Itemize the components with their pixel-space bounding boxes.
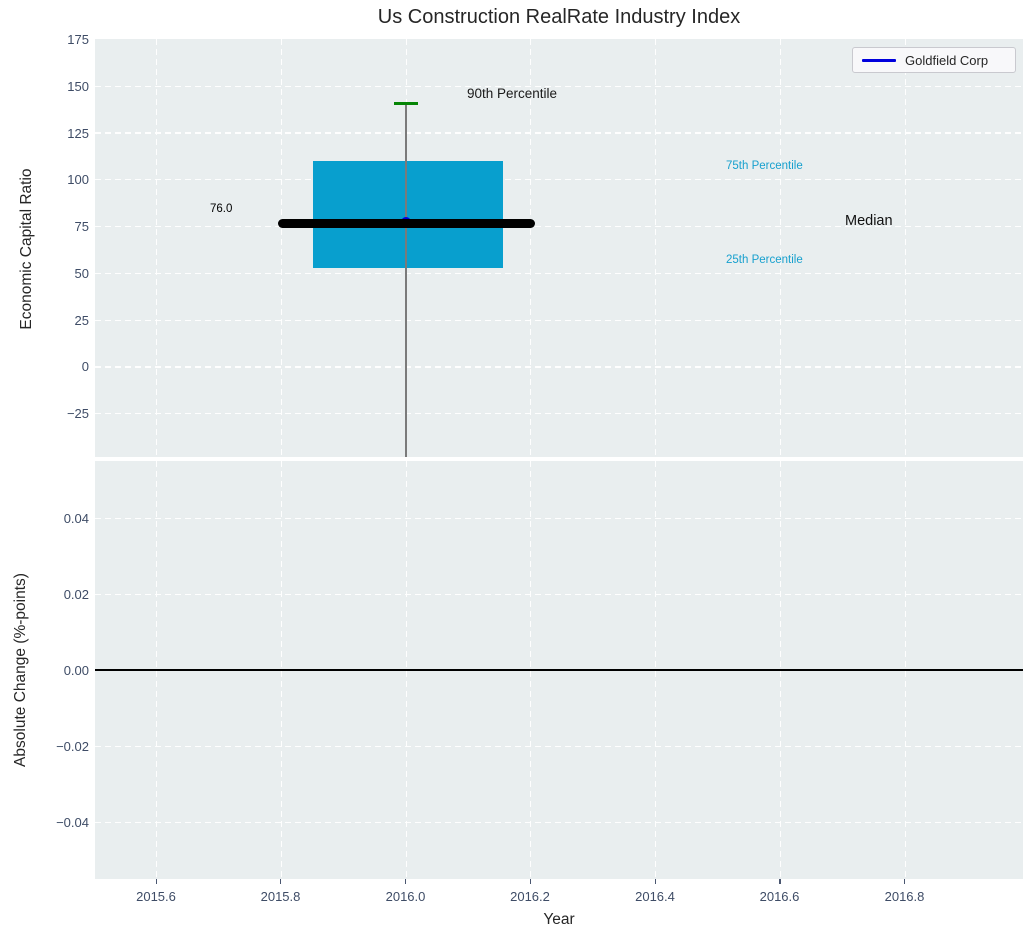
ytick-label: 150: [67, 78, 89, 94]
xtick-label: 2015.8: [260, 889, 301, 904]
p90-annotation: 90th Percentile: [467, 86, 558, 101]
ytick-label: 0.00: [63, 662, 89, 678]
ytick-label: 175: [67, 32, 89, 47]
ytick-label: −0.04: [56, 814, 89, 830]
legend[interactable]: Goldfield Corp: [852, 47, 1016, 73]
xtick-mark: [654, 879, 656, 884]
gridline: [95, 366, 1023, 368]
whisker-line: [405, 103, 407, 457]
zero-reference-line: [95, 668, 1023, 671]
xtick-label: 2015.6: [136, 889, 176, 904]
xtick-label: 2016.2: [510, 889, 550, 904]
ytick-label: 125: [67, 125, 89, 141]
xtick-mark: [405, 879, 407, 884]
xtick-label: 2016.6: [759, 889, 800, 904]
ytick-label: 0: [81, 359, 89, 374]
chart-title: Us Construction RealRate Industry Index: [377, 6, 741, 28]
top-y-axis-label: Economic Capital Ratio: [18, 168, 35, 330]
gridline: [95, 517, 1023, 519]
gridline: [95, 413, 1023, 415]
xtick-mark: [280, 879, 282, 884]
legend-label: Goldfield Corp: [905, 52, 989, 68]
ytick-label: 100: [67, 172, 89, 187]
gridline: [156, 39, 158, 457]
top-subplot: [95, 39, 1023, 457]
legend-line-sample: [862, 58, 896, 62]
ytick-label: 0.02: [63, 586, 89, 602]
gridline: [530, 39, 532, 457]
interquartile-box: [313, 161, 503, 268]
gridline: [95, 821, 1023, 823]
xtick-mark: [779, 879, 781, 884]
bottom-subplot: [95, 461, 1023, 879]
xtick-mark: [904, 879, 906, 884]
median-value-annotation: 76.0: [210, 203, 233, 215]
ytick-label: −0.02: [56, 738, 89, 754]
90th-percentile-cap: [394, 102, 418, 106]
ytick-label: 75: [74, 219, 89, 234]
gridline: [95, 319, 1023, 321]
bottom-y-axis-label: Absolute Change (%-points): [12, 573, 29, 767]
p75-annotation: 75th Percentile: [726, 160, 803, 172]
xtick-label: 2016.8: [884, 889, 925, 904]
gridline: [655, 39, 657, 457]
gridline: [95, 272, 1023, 275]
median-line: [278, 218, 535, 228]
gridline: [280, 39, 282, 457]
xtick-label: 2016.4: [635, 889, 675, 904]
gridline: [95, 85, 1023, 87]
gridline: [95, 179, 1023, 181]
gridline: [95, 132, 1023, 134]
xtick-label: 2016.0: [385, 889, 426, 904]
median-annotation: Median: [845, 213, 893, 229]
gridline: [95, 226, 1023, 228]
xtick-mark: [529, 879, 531, 884]
gridline: [95, 593, 1023, 595]
ytick-label: 25: [74, 312, 89, 328]
gridline: [95, 745, 1023, 747]
ytick-label: −25: [66, 406, 89, 421]
ytick-label: 0.04: [63, 510, 89, 526]
p25-annotation: 25th Percentile: [726, 254, 803, 266]
x-axis-label: Year: [543, 911, 575, 928]
ytick-label: 50: [74, 265, 89, 281]
gridline: [779, 39, 781, 457]
xtick-mark: [155, 879, 157, 884]
gridline: [904, 39, 906, 457]
